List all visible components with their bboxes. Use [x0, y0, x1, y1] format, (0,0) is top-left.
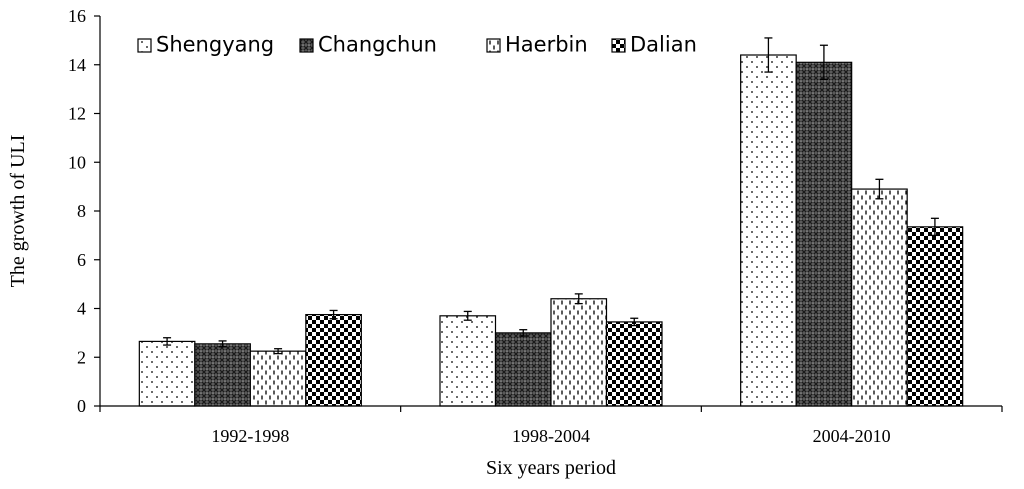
bar	[494, 332, 552, 407]
bar	[138, 340, 196, 407]
bar	[740, 54, 797, 407]
y-tick-label: 14	[68, 55, 86, 75]
y-tick-label: 6	[77, 250, 86, 270]
legend-swatch	[137, 38, 152, 53]
legend-label: Dalian	[630, 33, 697, 57]
y-tick-label: 12	[68, 104, 86, 124]
y-tick-label: 4	[77, 299, 86, 319]
legend-swatch	[611, 38, 626, 53]
y-tick-label: 10	[68, 152, 86, 172]
bar	[795, 61, 853, 407]
legend-swatch	[486, 38, 501, 53]
x-axis-title: Six years period	[486, 457, 616, 479]
x-tick-label: 1998-2004	[512, 426, 590, 446]
bars	[138, 54, 964, 407]
legend-label: Changchun	[318, 33, 437, 57]
y-tick-label: 16	[68, 6, 86, 26]
legend-swatch	[299, 38, 314, 53]
bar	[851, 188, 908, 407]
bar	[605, 321, 663, 407]
legend-label: Haerbin	[505, 33, 588, 57]
y-axis-title: The growth of ULI	[7, 135, 29, 288]
bar	[550, 298, 608, 407]
axes: 0 2 4 6 8 10 12 14 16 1992-1998 1998-2004 2004-2010	[68, 6, 1003, 446]
bar	[305, 313, 362, 407]
y-tick-label: 8	[77, 201, 86, 221]
bar	[439, 315, 497, 407]
x-tick-label: 1992-1998	[211, 426, 289, 446]
bar	[906, 226, 964, 407]
y-tick-label: 0	[77, 396, 86, 416]
bar	[194, 343, 251, 407]
y-tick-label: 2	[77, 347, 86, 367]
error-bars	[163, 37, 939, 355]
bar	[249, 350, 307, 407]
legend-label: Shengyang	[156, 33, 274, 57]
legend: Shengyang Changchun Haerbin Dalian	[137, 33, 697, 57]
x-tick-label: 2004-2010	[813, 426, 891, 446]
